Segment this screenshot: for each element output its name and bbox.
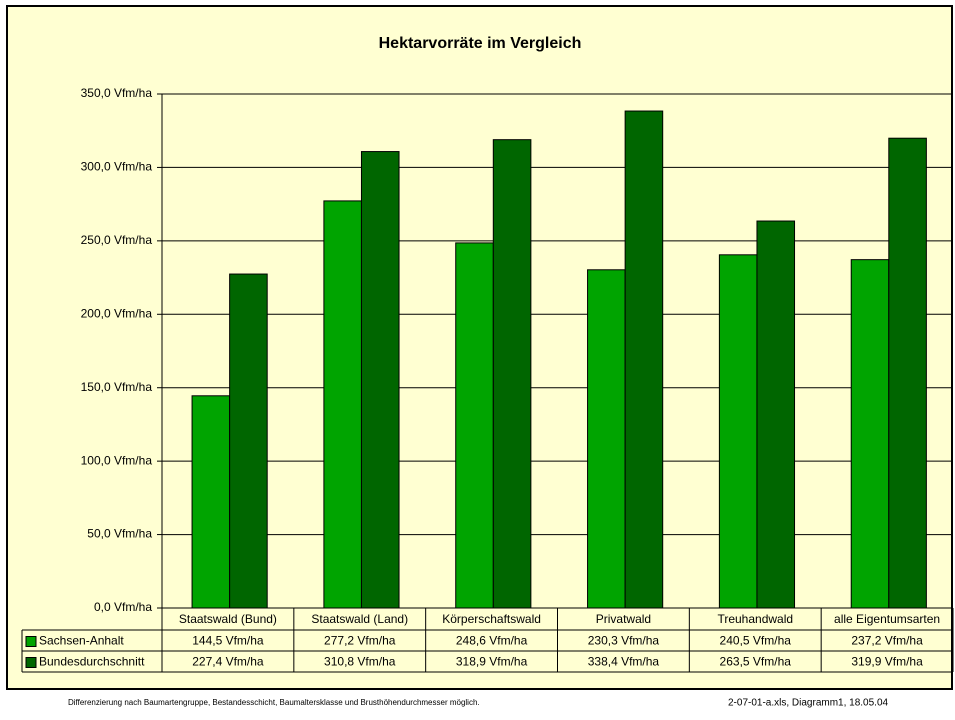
legend-label: Sachsen-Anhalt bbox=[39, 634, 124, 648]
x-tick-label: Treuhandwald bbox=[717, 612, 793, 626]
data-label: 277,2 Vfm/ha bbox=[324, 634, 396, 648]
x-tick-label: Staatswald (Bund) bbox=[179, 612, 277, 626]
data-label: 144,5 Vfm/ha bbox=[192, 634, 264, 648]
x-tick-label: Privatwald bbox=[596, 612, 651, 626]
footnote: 2-07-01-a.xls, Diagramm1, 18.05.04 bbox=[728, 698, 889, 709]
chart-title: Hektarvorräte im Vergleich bbox=[379, 35, 582, 52]
bar bbox=[360, 151, 400, 609]
y-tick-label: 300,0 Vfm/ha bbox=[81, 160, 153, 174]
bar bbox=[587, 269, 626, 609]
y-tick-label: 50,0 Vfm/ha bbox=[87, 527, 152, 541]
y-tick-label: 200,0 Vfm/ha bbox=[81, 306, 153, 320]
bar bbox=[624, 110, 664, 609]
bar bbox=[492, 139, 532, 609]
x-tick-label: alle Eigentumsarten bbox=[834, 612, 940, 626]
data-label: 230,3 Vfm/ha bbox=[588, 634, 660, 648]
data-label: 237,2 Vfm/ha bbox=[851, 634, 923, 648]
data-label: 318,9 Vfm/ha bbox=[456, 655, 528, 669]
y-tick-label: 100,0 Vfm/ha bbox=[81, 453, 153, 467]
y-tick-label: 250,0 Vfm/ha bbox=[81, 233, 153, 247]
footnote: Differenzierung nach Baumartengruppe, Be… bbox=[68, 698, 480, 707]
bar bbox=[756, 220, 796, 609]
data-label: 319,9 Vfm/ha bbox=[851, 655, 923, 669]
legend-label: Bundesdurchschnitt bbox=[39, 655, 145, 669]
data-label: 227,4 Vfm/ha bbox=[192, 655, 264, 669]
data-label: 248,6 Vfm/ha bbox=[456, 634, 528, 648]
data-label: 240,5 Vfm/ha bbox=[720, 634, 792, 648]
data-label: 263,5 Vfm/ha bbox=[720, 655, 792, 669]
bar bbox=[323, 200, 362, 609]
legend-swatch bbox=[25, 657, 37, 668]
x-tick-label: Staatswald (Land) bbox=[311, 612, 408, 626]
data-label: 310,8 Vfm/ha bbox=[324, 655, 396, 669]
bar bbox=[718, 254, 758, 609]
bar bbox=[191, 395, 231, 609]
data-label: 338,4 Vfm/ha bbox=[588, 655, 660, 669]
bar bbox=[888, 137, 927, 609]
y-tick-label: 0,0 Vfm/ha bbox=[94, 600, 152, 614]
bar bbox=[455, 242, 494, 609]
x-tick-label: Körperschaftswald bbox=[442, 612, 541, 626]
bar bbox=[229, 273, 268, 609]
y-tick-label: 350,0 Vfm/ha bbox=[81, 86, 153, 100]
y-tick-label: 150,0 Vfm/ha bbox=[81, 380, 153, 394]
bar bbox=[850, 259, 890, 609]
legend-swatch bbox=[25, 636, 37, 647]
